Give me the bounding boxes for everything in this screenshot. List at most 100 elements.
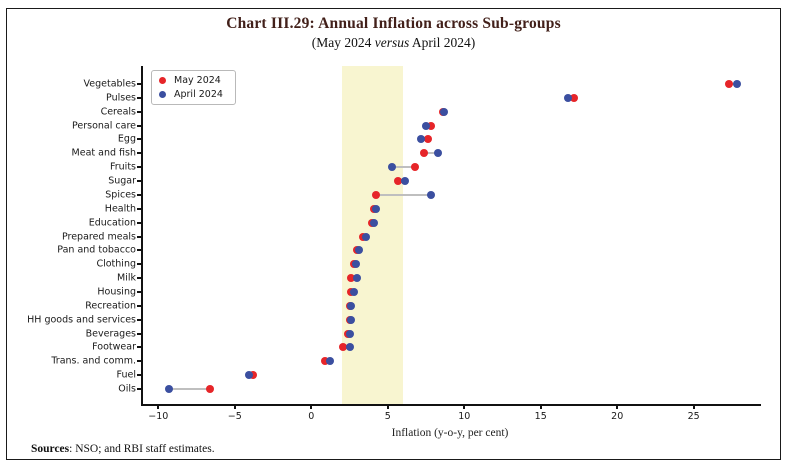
legend-label: April 2024 xyxy=(174,89,223,100)
x-tick-label: 20 xyxy=(611,411,624,422)
category-label: Pulses xyxy=(106,92,136,104)
sources-text: : NSO; and RBI staff estimates. xyxy=(69,443,215,455)
x-axis-tick xyxy=(386,404,389,409)
y-axis-tick xyxy=(137,83,143,85)
category-label: Housing xyxy=(97,286,136,298)
legend-item: April 2024 xyxy=(159,89,223,100)
y-axis-tick xyxy=(137,207,143,210)
x-axis-tick xyxy=(692,404,695,409)
y-axis-tick xyxy=(137,360,143,363)
x-tick-label: −5 xyxy=(227,411,242,422)
y-axis-tick xyxy=(137,110,143,113)
x-axis-tick xyxy=(233,404,236,409)
x-axis-tick xyxy=(463,404,466,409)
category-label: Egg xyxy=(117,133,136,145)
x-axis-title: Inflation (y-o-y, per cent) xyxy=(391,427,509,439)
y-axis-tick xyxy=(137,304,143,307)
data-point-april xyxy=(244,371,253,380)
category-label: Fuel xyxy=(116,369,136,381)
data-point-april xyxy=(369,218,378,227)
y-axis-tick xyxy=(137,221,143,224)
y-axis-tick xyxy=(137,235,143,238)
data-point-april xyxy=(353,274,362,283)
category-label: Oils xyxy=(118,383,136,395)
data-point-april xyxy=(426,190,435,199)
subtitle-suffix: April 2024) xyxy=(409,35,476,50)
pair-connector-line xyxy=(392,166,416,169)
y-axis-tick xyxy=(137,318,143,321)
category-label: Clothing xyxy=(96,258,136,270)
y-axis-tick xyxy=(137,249,143,252)
x-tick-label: 25 xyxy=(687,411,700,422)
data-point-may xyxy=(347,274,356,283)
data-point-april xyxy=(388,163,397,172)
figure-frame: Chart III.29: Annual Inflation across Su… xyxy=(6,8,781,460)
category-label: Meat and fish xyxy=(71,147,136,159)
y-axis-tick xyxy=(137,96,143,99)
data-point-april xyxy=(350,287,359,296)
data-point-may xyxy=(249,371,258,380)
data-point-april xyxy=(564,93,573,102)
chart-title: Chart III.29: Annual Inflation across Su… xyxy=(226,15,561,32)
category-label: Beverages xyxy=(85,328,136,340)
data-point-april xyxy=(351,260,360,269)
sources-label: Sources xyxy=(31,443,70,455)
y-axis-tick xyxy=(137,374,143,377)
legend: May 2024 April 2024 xyxy=(151,70,236,105)
category-label: Education xyxy=(88,217,136,229)
data-point-april xyxy=(362,232,371,241)
category-label: Vegetables xyxy=(83,78,137,90)
data-point-april xyxy=(347,301,356,310)
category-label: Personal care xyxy=(72,120,136,132)
data-point-april xyxy=(165,385,173,393)
category-label: Recreation xyxy=(85,300,136,312)
y-axis-tick xyxy=(137,277,143,280)
chart-subtitle: (May 2024 versus April 2024) xyxy=(7,35,780,51)
y-axis-tick xyxy=(137,388,143,390)
x-tick-label: −10 xyxy=(148,411,169,422)
data-point-april xyxy=(400,177,409,186)
data-point-may xyxy=(206,385,215,393)
data-point-may xyxy=(423,135,432,144)
y-axis-tick xyxy=(137,290,143,293)
category-label: Cereals xyxy=(100,106,136,118)
x-axis-tick xyxy=(539,404,542,409)
category-label: Spices xyxy=(105,189,136,201)
data-point-april xyxy=(440,107,449,116)
x-tick-label: 10 xyxy=(458,411,471,422)
legend-label: May 2024 xyxy=(174,75,221,86)
category-label: Health xyxy=(104,203,136,215)
category-label: Prepared meals xyxy=(61,231,136,242)
data-point-april xyxy=(417,135,426,144)
y-axis-tick xyxy=(137,263,143,266)
y-axis-tick xyxy=(137,332,143,335)
y-axis-tick xyxy=(137,124,143,127)
data-point-april xyxy=(371,204,380,213)
pair-connector-line xyxy=(375,193,431,196)
data-point-april xyxy=(434,149,443,158)
category-label: HH goods and services xyxy=(27,314,136,326)
pair-connector-line xyxy=(424,152,439,155)
x-tick-label: 15 xyxy=(534,411,547,422)
subtitle-prefix: (May 2024 xyxy=(311,35,375,50)
x-tick-label: 5 xyxy=(384,411,391,422)
y-axis-tick xyxy=(137,346,143,349)
y-axis-tick xyxy=(137,152,143,155)
legend-marker-icon xyxy=(159,77,166,84)
x-axis-tick xyxy=(616,404,619,409)
data-point-april xyxy=(345,343,354,352)
category-label: Sugar xyxy=(108,175,136,187)
data-point-april xyxy=(421,121,430,130)
data-point-may xyxy=(411,163,420,172)
category-label: Pan and tobacco xyxy=(57,244,136,256)
y-axis-tick xyxy=(137,138,143,141)
data-point-april xyxy=(732,80,741,88)
data-point-may xyxy=(339,343,348,352)
data-point-may xyxy=(420,149,429,158)
data-point-may xyxy=(724,80,733,88)
pair-connector-line xyxy=(169,388,211,390)
category-label: Footwear xyxy=(92,341,136,353)
category-label: Fruits xyxy=(109,161,136,173)
data-point-april xyxy=(347,315,356,324)
legend-marker-icon xyxy=(159,91,166,98)
